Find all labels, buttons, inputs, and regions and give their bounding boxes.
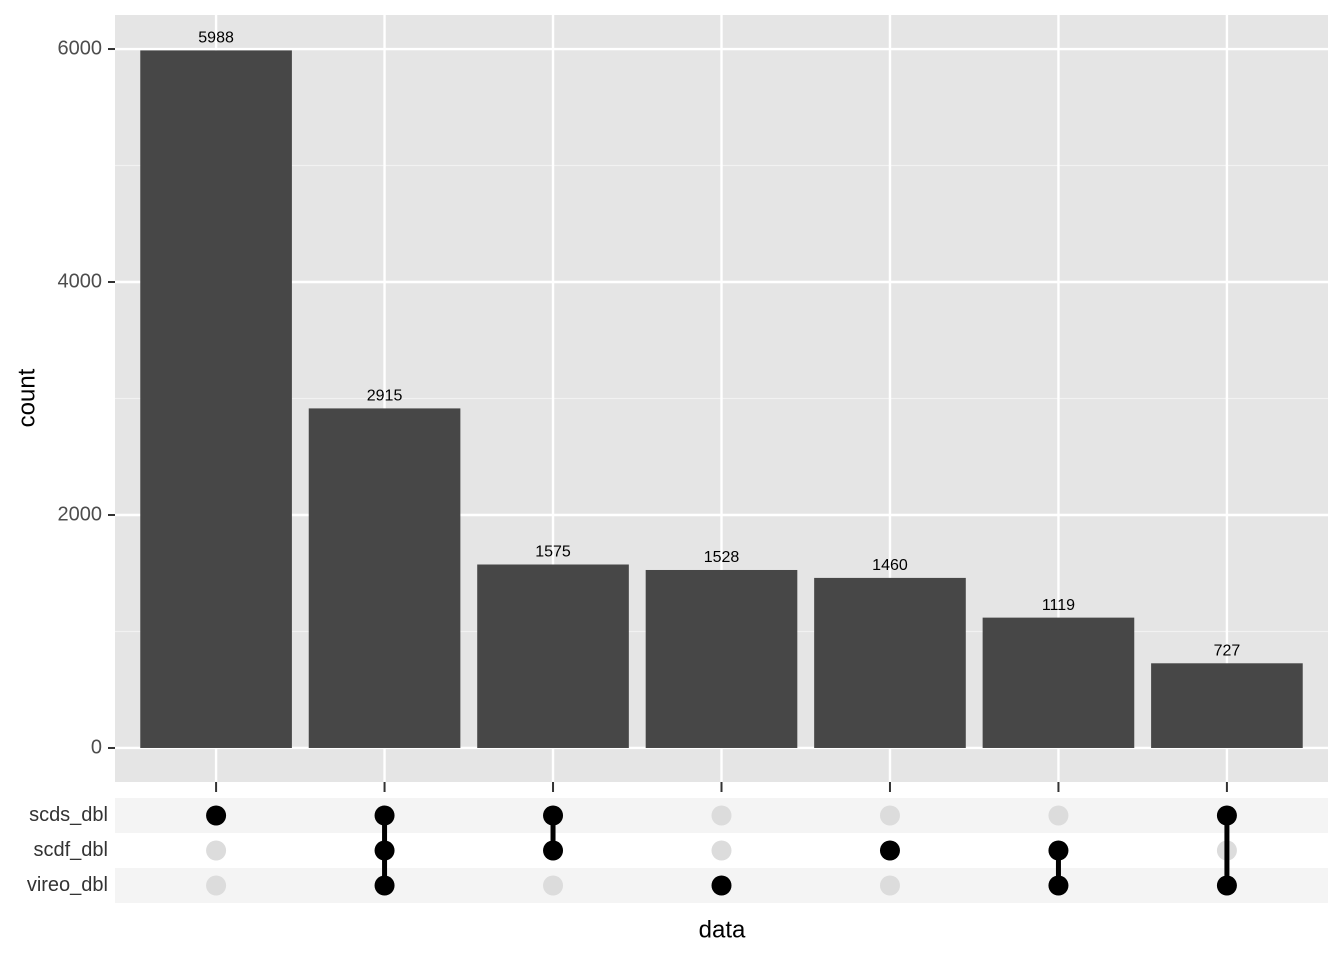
matrix-dot bbox=[879, 840, 900, 861]
matrix-dot bbox=[879, 875, 900, 896]
y-axis-title: count bbox=[13, 368, 40, 427]
bar bbox=[645, 569, 798, 748]
set-label: scdf_dbl bbox=[34, 839, 109, 861]
matrix-dot bbox=[879, 805, 900, 826]
bar bbox=[140, 50, 292, 748]
bar bbox=[982, 617, 1135, 748]
value-label: 1460 bbox=[872, 557, 908, 574]
y-tick-label: 6000 bbox=[58, 37, 103, 59]
value-label: 1528 bbox=[704, 549, 740, 566]
matrix-dot bbox=[711, 805, 732, 826]
value-label: 5988 bbox=[198, 30, 234, 47]
bar bbox=[477, 564, 629, 748]
matrix-dot bbox=[1048, 805, 1069, 826]
y-tick-label: 4000 bbox=[58, 270, 103, 292]
value-label: 2915 bbox=[367, 388, 403, 405]
matrix-dot bbox=[206, 805, 227, 826]
set-label: vireo_dbl bbox=[27, 874, 108, 896]
matrix-dot bbox=[711, 875, 732, 896]
y-tick-label: 0 bbox=[91, 736, 102, 758]
matrix-dot bbox=[206, 875, 227, 896]
matrix-dot bbox=[543, 875, 564, 896]
value-label: 1119 bbox=[1042, 597, 1075, 614]
bar bbox=[308, 408, 461, 748]
set-label: scds_dbl bbox=[29, 804, 108, 826]
bar bbox=[814, 577, 966, 748]
value-label: 1575 bbox=[535, 544, 571, 561]
matrix-dot bbox=[711, 840, 732, 861]
matrix-dot bbox=[206, 840, 227, 861]
value-label: 727 bbox=[1214, 643, 1241, 660]
y-tick-label: 2000 bbox=[58, 503, 103, 525]
x-axis-title: data bbox=[699, 916, 746, 943]
bar bbox=[1151, 663, 1303, 748]
